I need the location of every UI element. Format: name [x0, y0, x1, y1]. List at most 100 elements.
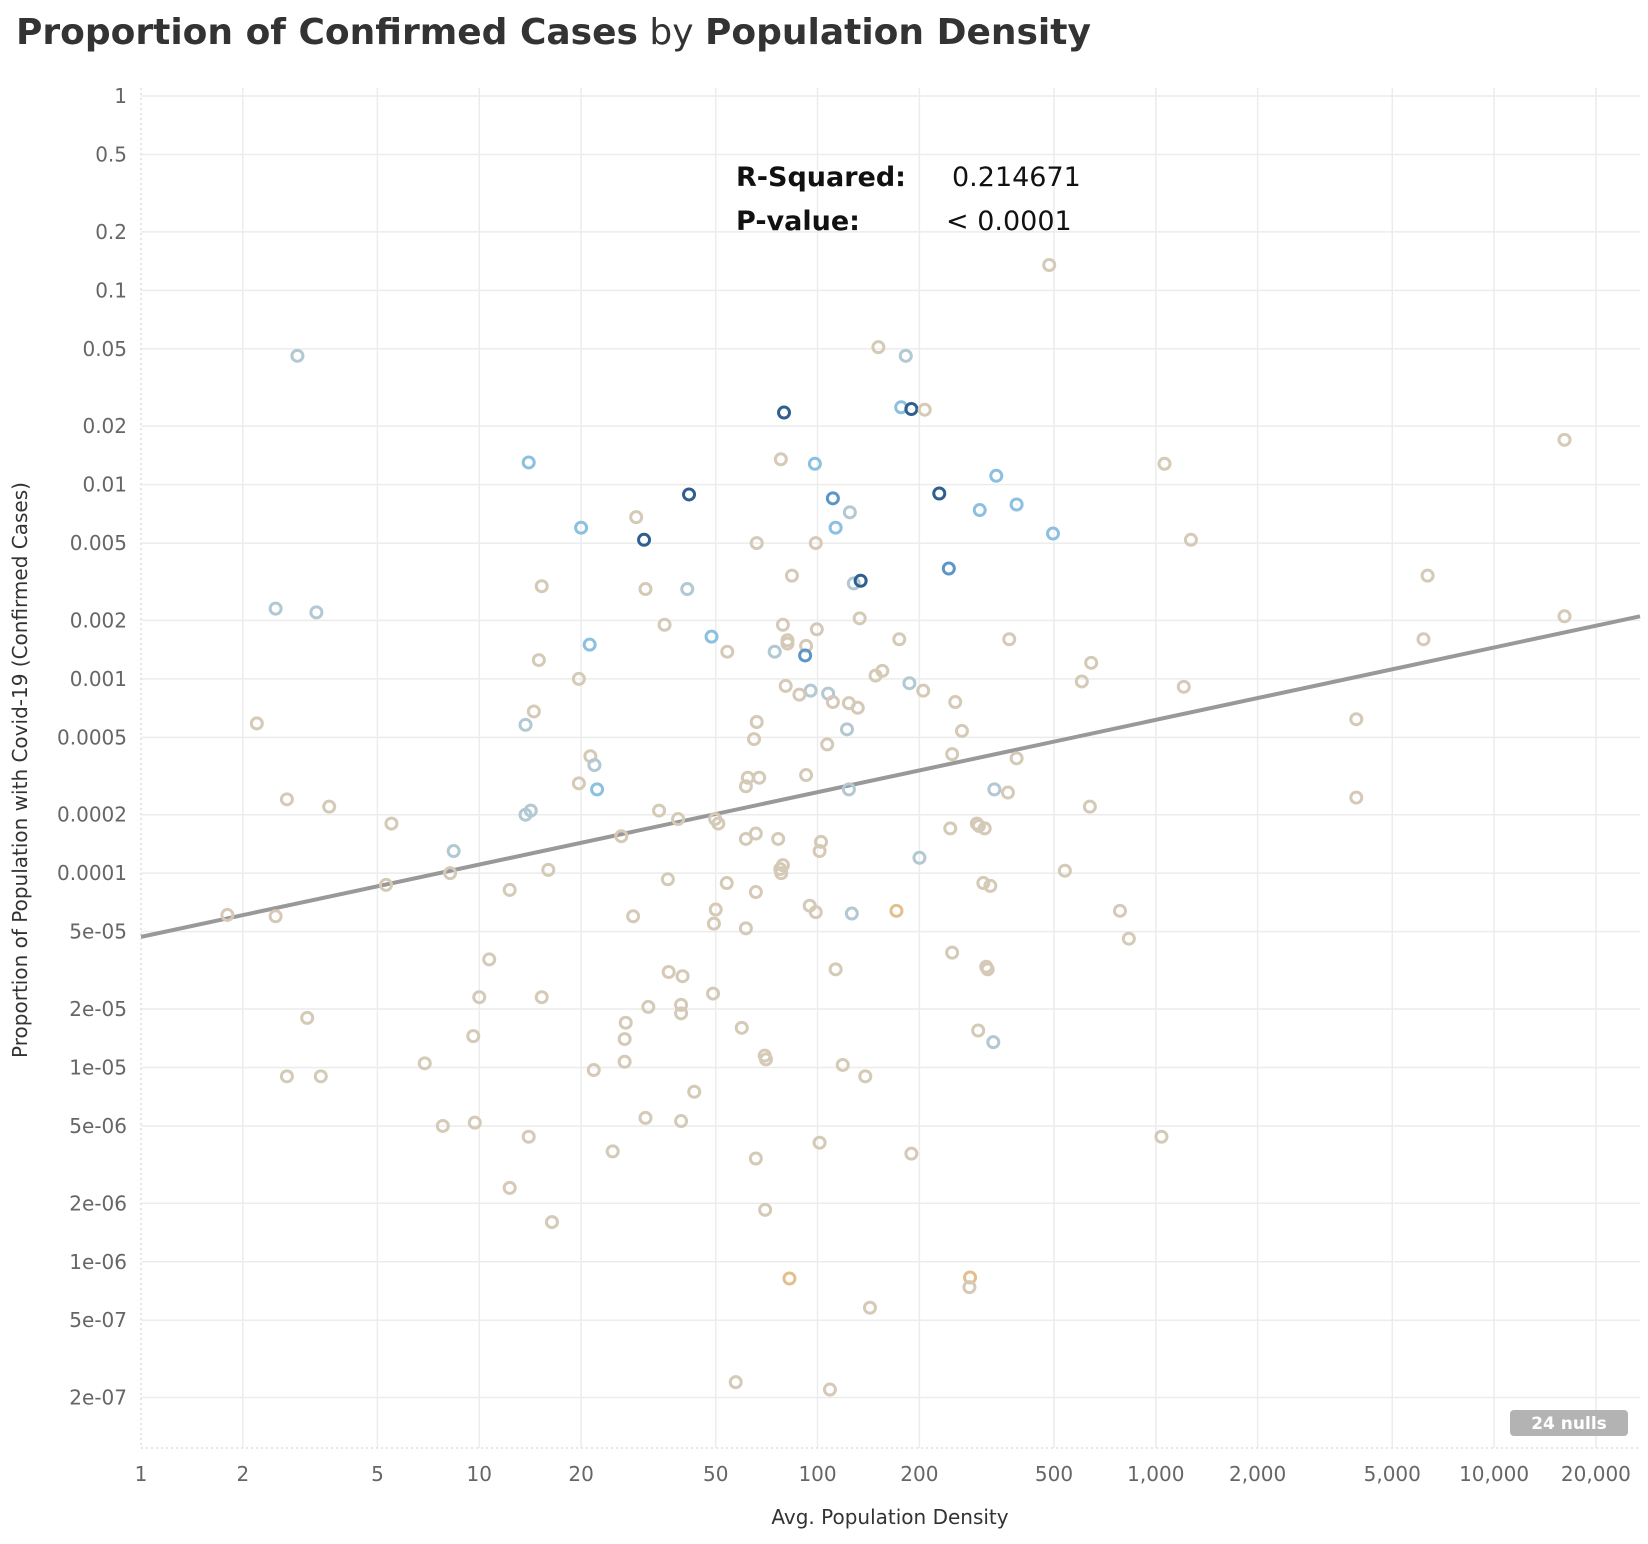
data-point: [290, 348, 305, 363]
y-tick-label: 1: [114, 84, 127, 108]
data-point: [1183, 532, 1198, 547]
data-point: [674, 1114, 689, 1129]
data-point: [629, 510, 644, 525]
data-point: [541, 862, 556, 877]
data-point: [799, 768, 814, 783]
data-point: [814, 834, 829, 849]
nulls-badge-label: 24 nulls: [1531, 1414, 1607, 1434]
data-point: [1157, 456, 1172, 471]
data-point: [889, 903, 904, 918]
data-point: [835, 1057, 850, 1072]
data-point: [322, 799, 337, 814]
data-point: [1000, 785, 1015, 800]
data-point: [734, 1020, 749, 1035]
data-point: [626, 909, 641, 924]
nulls-badge[interactable]: 24 nulls: [1510, 1410, 1628, 1436]
data-point: [916, 683, 931, 698]
data-point: [738, 779, 753, 794]
data-point: [443, 866, 458, 881]
data-point: [618, 1015, 633, 1030]
data-point: [674, 1006, 689, 1021]
x-tick-label: 5: [371, 1462, 384, 1486]
y-tick-label: 0.2: [95, 220, 127, 244]
data-point: [571, 671, 586, 686]
data-point: [812, 844, 827, 859]
y-tick-label: 0.1: [95, 278, 127, 302]
chart-title-part1: Proportion of Confirmed Cases: [16, 12, 638, 53]
r-squared-label: R-Squared:: [736, 162, 906, 193]
stats-annotation: R-Squared: 0.214671 P-value: < 0.0001: [736, 162, 1081, 237]
data-point: [1154, 1129, 1169, 1144]
data-point: [586, 1063, 601, 1078]
tick-labels: 1 2 5 10 20 50 100 200 500 1,000 2,000 5,000 10,000 2…: [57, 84, 1631, 1486]
data-point: [1057, 863, 1072, 878]
data-point: [839, 722, 854, 737]
data-point: [657, 617, 672, 632]
data-point: [641, 999, 656, 1014]
y-tick-label: 0.0002: [57, 803, 127, 827]
data-point: [1009, 497, 1024, 512]
nulls-badge-background: [1510, 1410, 1628, 1436]
data-point: [782, 1271, 797, 1286]
data-point: [544, 1215, 559, 1230]
data-point: [1349, 712, 1364, 727]
data-point: [1349, 790, 1364, 805]
data-point: [309, 605, 324, 620]
data-point: [902, 676, 917, 691]
data-point: [534, 990, 549, 1005]
y-tick-label: 0.5: [95, 143, 127, 167]
data-point: [808, 536, 823, 551]
trend-line: [140, 614, 1641, 939]
data-point: [720, 644, 735, 659]
p-value-label: P-value:: [736, 206, 860, 237]
data-point: [708, 902, 723, 917]
y-tick-label: 0.005: [70, 531, 127, 555]
data-point: [752, 770, 767, 785]
data-point: [518, 717, 533, 732]
data-point: [941, 561, 956, 576]
y-tick-label: 5e-05: [69, 920, 127, 944]
data-point: [858, 1069, 873, 1084]
y-tick-label: 0.001: [70, 667, 127, 691]
data-point: [972, 503, 987, 518]
data-point: [682, 487, 697, 502]
data-point: [892, 632, 907, 647]
chart-title: Proportion of Confirmed Cases by Populat…: [16, 12, 1091, 53]
data-point: [617, 1054, 632, 1069]
x-tick-label: 2: [236, 1462, 249, 1486]
data-point: [671, 812, 686, 827]
data-point: [1082, 799, 1097, 814]
data-point: [784, 568, 799, 583]
data-point: [614, 829, 629, 844]
data-point: [706, 986, 721, 1001]
data-point: [738, 921, 753, 936]
data-point: [904, 1146, 919, 1161]
x-tick-label: 10,000: [1459, 1462, 1529, 1486]
data-point: [777, 405, 792, 420]
data-point: [945, 945, 960, 960]
y-tick-label: 2e-05: [69, 997, 127, 1021]
data-point: [778, 678, 793, 693]
data-point: [706, 916, 721, 931]
data-point: [313, 1069, 328, 1084]
data-point: [798, 648, 813, 663]
data-point: [728, 1375, 743, 1390]
data-point: [1002, 632, 1017, 647]
data-point: [417, 1056, 432, 1071]
data-point: [1009, 751, 1024, 766]
data-point: [986, 1035, 1001, 1050]
data-point: [466, 1029, 481, 1044]
y-tick-label: 2e-06: [69, 1191, 127, 1215]
data-point: [574, 520, 589, 535]
data-point: [268, 909, 283, 924]
data-point: [1042, 258, 1057, 273]
data-point: [803, 683, 818, 698]
data-point: [637, 532, 652, 547]
data-point: [652, 803, 667, 818]
data-point: [828, 520, 843, 535]
data-point: [846, 576, 861, 591]
data-point: [976, 876, 991, 891]
data-point: [844, 906, 859, 921]
x-tick-label: 1,000: [1127, 1462, 1184, 1486]
